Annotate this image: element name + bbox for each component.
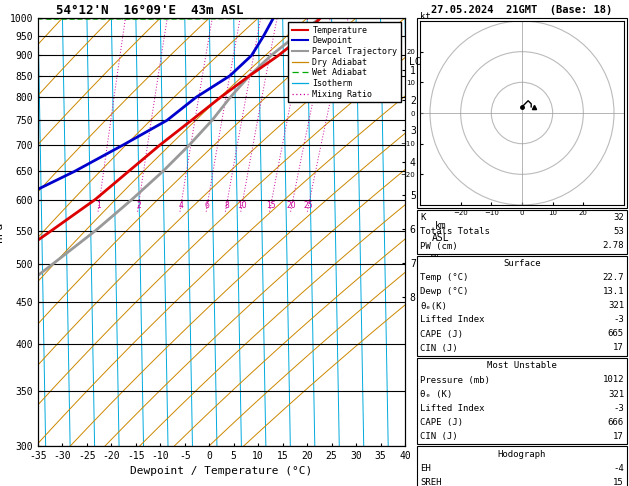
Text: Pressure (mb): Pressure (mb) bbox=[420, 376, 490, 384]
Text: K: K bbox=[420, 213, 425, 223]
Text: Lifted Index: Lifted Index bbox=[420, 315, 484, 325]
Text: CAPE (J): CAPE (J) bbox=[420, 330, 463, 339]
Text: Surface: Surface bbox=[503, 260, 541, 268]
Text: Temp (°C): Temp (°C) bbox=[420, 274, 469, 282]
Text: -3: -3 bbox=[613, 315, 624, 325]
Bar bbox=[417, 18, 627, 208]
Text: Dewp (°C): Dewp (°C) bbox=[420, 288, 469, 296]
Text: 1: 1 bbox=[96, 201, 101, 210]
Text: 665: 665 bbox=[608, 330, 624, 339]
Text: CIN (J): CIN (J) bbox=[420, 432, 458, 440]
Text: 10: 10 bbox=[237, 201, 247, 210]
Text: kt: kt bbox=[420, 12, 431, 21]
Text: 32: 32 bbox=[613, 213, 624, 223]
Text: 321: 321 bbox=[608, 301, 624, 311]
Text: 1012: 1012 bbox=[603, 376, 624, 384]
Y-axis label: hPa: hPa bbox=[0, 222, 4, 242]
Text: 17: 17 bbox=[613, 344, 624, 352]
Text: EH: EH bbox=[420, 464, 431, 472]
Text: SREH: SREH bbox=[420, 478, 442, 486]
Text: θₑ (K): θₑ (K) bbox=[420, 389, 452, 399]
Text: 4: 4 bbox=[179, 201, 183, 210]
Text: 25: 25 bbox=[304, 201, 313, 210]
Text: LCL: LCL bbox=[409, 57, 426, 67]
Text: 6: 6 bbox=[205, 201, 209, 210]
Text: 13.1: 13.1 bbox=[603, 288, 624, 296]
Text: -3: -3 bbox=[613, 403, 624, 413]
Text: 8: 8 bbox=[224, 201, 229, 210]
Text: 15: 15 bbox=[613, 478, 624, 486]
Bar bbox=[417, 256, 627, 356]
Text: CAPE (J): CAPE (J) bbox=[420, 417, 463, 427]
Text: 321: 321 bbox=[608, 389, 624, 399]
Text: 20: 20 bbox=[287, 201, 297, 210]
Text: PW (cm): PW (cm) bbox=[420, 242, 458, 250]
Text: 22.7: 22.7 bbox=[603, 274, 624, 282]
Text: Hodograph: Hodograph bbox=[498, 450, 546, 458]
Text: 2.78: 2.78 bbox=[603, 242, 624, 250]
Text: 17: 17 bbox=[613, 432, 624, 440]
Text: -4: -4 bbox=[613, 464, 624, 472]
Text: 53: 53 bbox=[613, 227, 624, 237]
Text: 27.05.2024  21GMT  (Base: 18): 27.05.2024 21GMT (Base: 18) bbox=[431, 5, 613, 15]
Text: θₑ(K): θₑ(K) bbox=[420, 301, 447, 311]
Text: Most Unstable: Most Unstable bbox=[487, 362, 557, 370]
Bar bbox=[417, 210, 627, 254]
Bar bbox=[417, 446, 627, 486]
Text: 54°12'N  16°09'E  43m ASL: 54°12'N 16°09'E 43m ASL bbox=[57, 4, 244, 17]
Text: Totals Totals: Totals Totals bbox=[420, 227, 490, 237]
Text: 666: 666 bbox=[608, 417, 624, 427]
X-axis label: Dewpoint / Temperature (°C): Dewpoint / Temperature (°C) bbox=[130, 467, 313, 476]
Text: Lifted Index: Lifted Index bbox=[420, 403, 484, 413]
Text: 2: 2 bbox=[136, 201, 141, 210]
Text: CIN (J): CIN (J) bbox=[420, 344, 458, 352]
Legend: Temperature, Dewpoint, Parcel Trajectory, Dry Adiabat, Wet Adiabat, Isotherm, Mi: Temperature, Dewpoint, Parcel Trajectory… bbox=[288, 22, 401, 102]
Y-axis label: km
ASL: km ASL bbox=[432, 221, 450, 243]
Bar bbox=[417, 358, 627, 444]
Text: 15: 15 bbox=[266, 201, 276, 210]
Text: Mixing Ratio (g/kg): Mixing Ratio (g/kg) bbox=[430, 181, 439, 283]
